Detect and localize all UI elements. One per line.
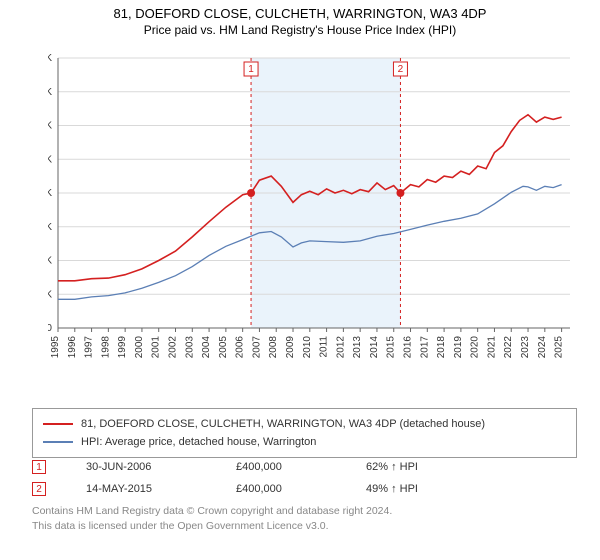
svg-text:£300K: £300K bbox=[48, 222, 52, 233]
svg-text:2018: 2018 bbox=[436, 336, 447, 359]
svg-text:2019: 2019 bbox=[453, 336, 464, 359]
title-block: 81, DOEFORD CLOSE, CULCHETH, WARRINGTON,… bbox=[0, 0, 600, 37]
svg-text:2003: 2003 bbox=[184, 336, 195, 359]
marker-date: 30-JUN-2006 bbox=[86, 461, 196, 473]
marker-table: 1 30-JUN-2006 £400,000 62% ↑ HPI 2 14-MAY-201… bbox=[32, 456, 577, 500]
svg-text:2002: 2002 bbox=[168, 336, 179, 359]
svg-text:1998: 1998 bbox=[100, 336, 111, 359]
footer-line-2: This data is licensed under the Open Gov… bbox=[32, 519, 577, 534]
svg-text:2001: 2001 bbox=[151, 336, 162, 359]
legend-label: 81, DOEFORD CLOSE, CULCHETH, WARRINGTON,… bbox=[81, 418, 485, 430]
legend-item: 81, DOEFORD CLOSE, CULCHETH, WARRINGTON,… bbox=[43, 415, 566, 433]
marker-number-box: 2 bbox=[32, 482, 46, 496]
legend: 81, DOEFORD CLOSE, CULCHETH, WARRINGTON,… bbox=[32, 408, 577, 458]
svg-text:2016: 2016 bbox=[403, 336, 414, 359]
marker-row: 1 30-JUN-2006 £400,000 62% ↑ HPI bbox=[32, 456, 577, 478]
svg-text:2009: 2009 bbox=[285, 336, 296, 359]
svg-text:£100K: £100K bbox=[48, 289, 52, 300]
svg-text:£800K: £800K bbox=[48, 53, 52, 64]
svg-text:2008: 2008 bbox=[268, 336, 279, 359]
svg-text:2014: 2014 bbox=[369, 336, 380, 359]
svg-text:£500K: £500K bbox=[48, 154, 52, 165]
svg-text:2022: 2022 bbox=[503, 336, 514, 359]
footer-line-1: Contains HM Land Registry data © Crown c… bbox=[32, 504, 577, 519]
marker-pct: 49% ↑ HPI bbox=[366, 483, 418, 495]
svg-text:2004: 2004 bbox=[201, 336, 212, 359]
marker-pct: 62% ↑ HPI bbox=[366, 461, 418, 473]
svg-text:£0: £0 bbox=[48, 323, 52, 334]
svg-text:2025: 2025 bbox=[554, 336, 565, 359]
svg-text:1995: 1995 bbox=[50, 336, 61, 359]
svg-text:2013: 2013 bbox=[352, 336, 363, 359]
marker-date: 14-MAY-2015 bbox=[86, 483, 196, 495]
svg-text:2: 2 bbox=[398, 64, 404, 75]
svg-text:£600K: £600K bbox=[48, 121, 52, 132]
svg-text:1997: 1997 bbox=[84, 336, 95, 359]
svg-text:2012: 2012 bbox=[335, 336, 346, 359]
svg-text:2020: 2020 bbox=[470, 336, 481, 359]
svg-text:1: 1 bbox=[248, 64, 254, 75]
svg-text:2021: 2021 bbox=[486, 336, 497, 359]
marker-number-box: 1 bbox=[32, 460, 46, 474]
svg-text:2000: 2000 bbox=[134, 336, 145, 359]
svg-text:£200K: £200K bbox=[48, 256, 52, 267]
svg-text:2010: 2010 bbox=[302, 336, 313, 359]
legend-swatch bbox=[43, 423, 73, 425]
svg-text:2017: 2017 bbox=[419, 336, 430, 359]
marker-price: £400,000 bbox=[236, 461, 326, 473]
svg-text:1999: 1999 bbox=[117, 336, 128, 359]
marker-price: £400,000 bbox=[236, 483, 326, 495]
svg-text:2024: 2024 bbox=[537, 336, 548, 359]
svg-text:2005: 2005 bbox=[218, 336, 229, 359]
chart-container: 81, DOEFORD CLOSE, CULCHETH, WARRINGTON,… bbox=[0, 0, 600, 560]
title-line-1: 81, DOEFORD CLOSE, CULCHETH, WARRINGTON,… bbox=[0, 6, 600, 21]
svg-text:£700K: £700K bbox=[48, 87, 52, 98]
svg-text:1996: 1996 bbox=[67, 336, 78, 359]
svg-text:2023: 2023 bbox=[520, 336, 531, 359]
marker-row: 2 14-MAY-2015 £400,000 49% ↑ HPI bbox=[32, 478, 577, 500]
line-chart: £0 £100K £200K £300K £400K £500K £600K £700K £80… bbox=[48, 50, 578, 370]
svg-text:2015: 2015 bbox=[386, 336, 397, 359]
svg-text:2011: 2011 bbox=[319, 336, 330, 358]
svg-text:2006: 2006 bbox=[235, 336, 246, 359]
footer: Contains HM Land Registry data © Crown c… bbox=[32, 504, 577, 533]
legend-swatch bbox=[43, 441, 73, 443]
svg-text:£400K: £400K bbox=[48, 188, 52, 199]
svg-text:2007: 2007 bbox=[251, 336, 262, 359]
title-line-2: Price paid vs. HM Land Registry's House … bbox=[0, 23, 600, 37]
legend-label: HPI: Average price, detached house, Warr… bbox=[81, 436, 316, 448]
legend-item: HPI: Average price, detached house, Warr… bbox=[43, 433, 566, 451]
